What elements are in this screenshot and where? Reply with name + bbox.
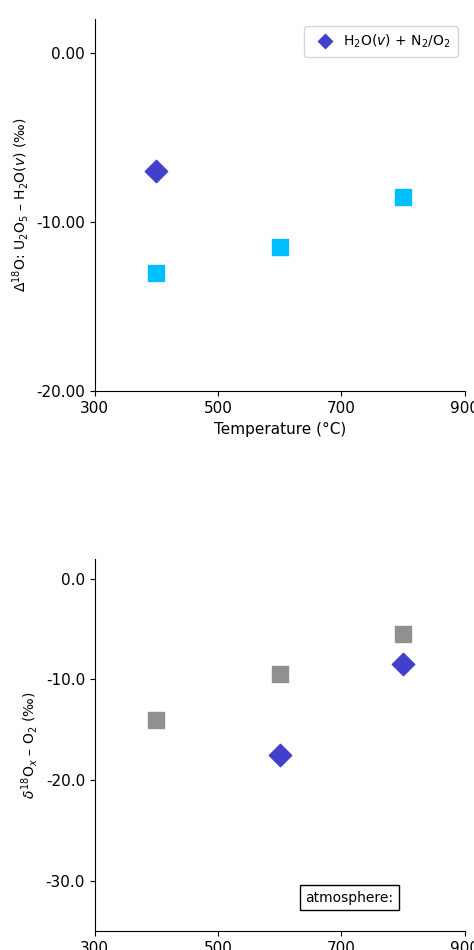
Point [399, 627, 407, 642]
Point [153, 712, 160, 728]
Legend: H$_2$O($v$) + N$_2$/O$_2$: H$_2$O($v$) + N$_2$/O$_2$ [304, 26, 457, 57]
Point [399, 189, 407, 204]
Point [399, 656, 407, 672]
Point [276, 239, 283, 255]
X-axis label: Temperature (°C): Temperature (°C) [213, 422, 346, 437]
Point [153, 163, 160, 179]
Point [276, 667, 283, 682]
Y-axis label: $\Delta^{18}$O: U$_2$O$_5$ – H$_2$O($v$) (‰): $\Delta^{18}$O: U$_2$O$_5$ – H$_2$O($v$)… [9, 118, 31, 293]
Point [153, 265, 160, 280]
Text: atmosphere:: atmosphere: [306, 891, 393, 905]
Point [276, 748, 283, 763]
Y-axis label: $\delta^{18}$O$_x$ – O$_2$ (‰): $\delta^{18}$O$_x$ – O$_2$ (‰) [19, 692, 40, 799]
